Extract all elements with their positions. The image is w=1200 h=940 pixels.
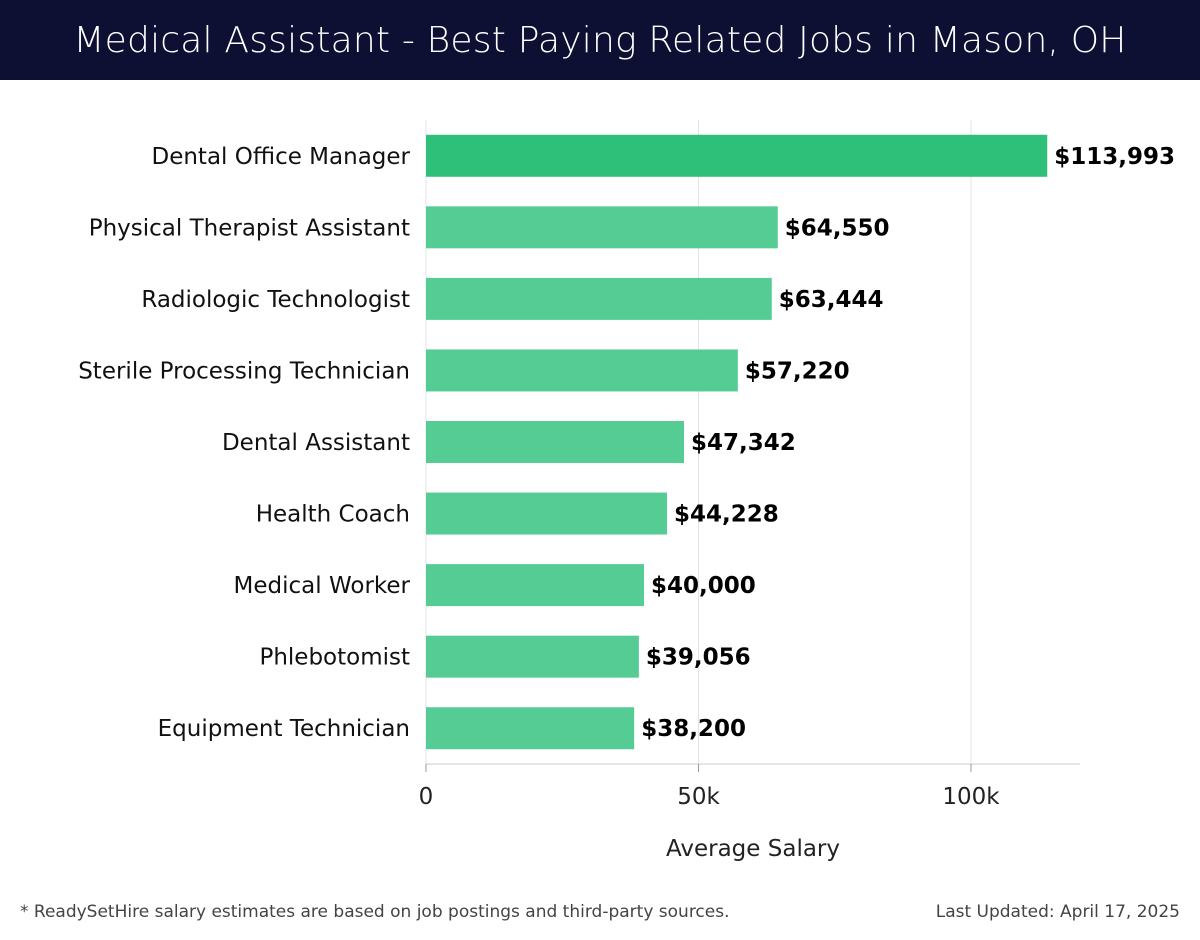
category-label: Equipment Technician bbox=[158, 716, 410, 742]
category-label: Sterile Processing Technician bbox=[78, 358, 410, 384]
footer-note: * ReadySetHire salary estimates are base… bbox=[20, 902, 730, 922]
value-label: $44,228 bbox=[674, 502, 779, 528]
bar bbox=[426, 492, 668, 535]
salary-bar-chart: Dental Office Manager $113,993 Physical Th… bbox=[78, 120, 1175, 862]
bar bbox=[426, 277, 772, 320]
x-axis-title: Average Salary bbox=[666, 836, 840, 862]
bar bbox=[426, 421, 685, 463]
x-tick-label: 50k bbox=[677, 784, 720, 810]
x-tick-label: 100k bbox=[942, 784, 1000, 810]
category-label: Dental Assistant bbox=[222, 430, 410, 456]
category-label: Medical Worker bbox=[234, 573, 411, 599]
value-label: $64,550 bbox=[785, 215, 890, 241]
category-label: Dental Office Manager bbox=[151, 144, 410, 170]
bar bbox=[426, 349, 738, 392]
value-label: $63,444 bbox=[779, 287, 884, 313]
bar bbox=[426, 206, 778, 249]
value-label: $38,200 bbox=[641, 716, 746, 742]
value-label: $39,056 bbox=[646, 645, 751, 671]
bar bbox=[426, 635, 639, 678]
bar bbox=[426, 134, 1048, 177]
title-bar: Medical Assistant - Best Paying Related … bbox=[0, 0, 1200, 80]
value-label: $57,220 bbox=[745, 358, 850, 384]
bars: Dental Office Manager $113,993 Physical Th… bbox=[78, 134, 1175, 750]
value-label: $47,342 bbox=[691, 430, 796, 456]
category-label: Radiologic Technologist bbox=[141, 287, 410, 313]
category-label: Physical Therapist Assistant bbox=[89, 215, 410, 241]
last-updated: Last Updated: April 17, 2025 bbox=[935, 902, 1180, 922]
x-axis: 0 50k 100k bbox=[419, 763, 1080, 810]
value-label: $40,000 bbox=[651, 573, 756, 599]
bar bbox=[426, 564, 644, 607]
bar bbox=[426, 707, 635, 750]
value-label: $113,993 bbox=[1054, 144, 1175, 170]
x-tick-label: 0 bbox=[419, 784, 434, 810]
category-label: Health Coach bbox=[256, 502, 410, 528]
chart-title: Medical Assistant - Best Paying Related … bbox=[73, 19, 1127, 61]
category-label: Phlebotomist bbox=[259, 645, 410, 671]
